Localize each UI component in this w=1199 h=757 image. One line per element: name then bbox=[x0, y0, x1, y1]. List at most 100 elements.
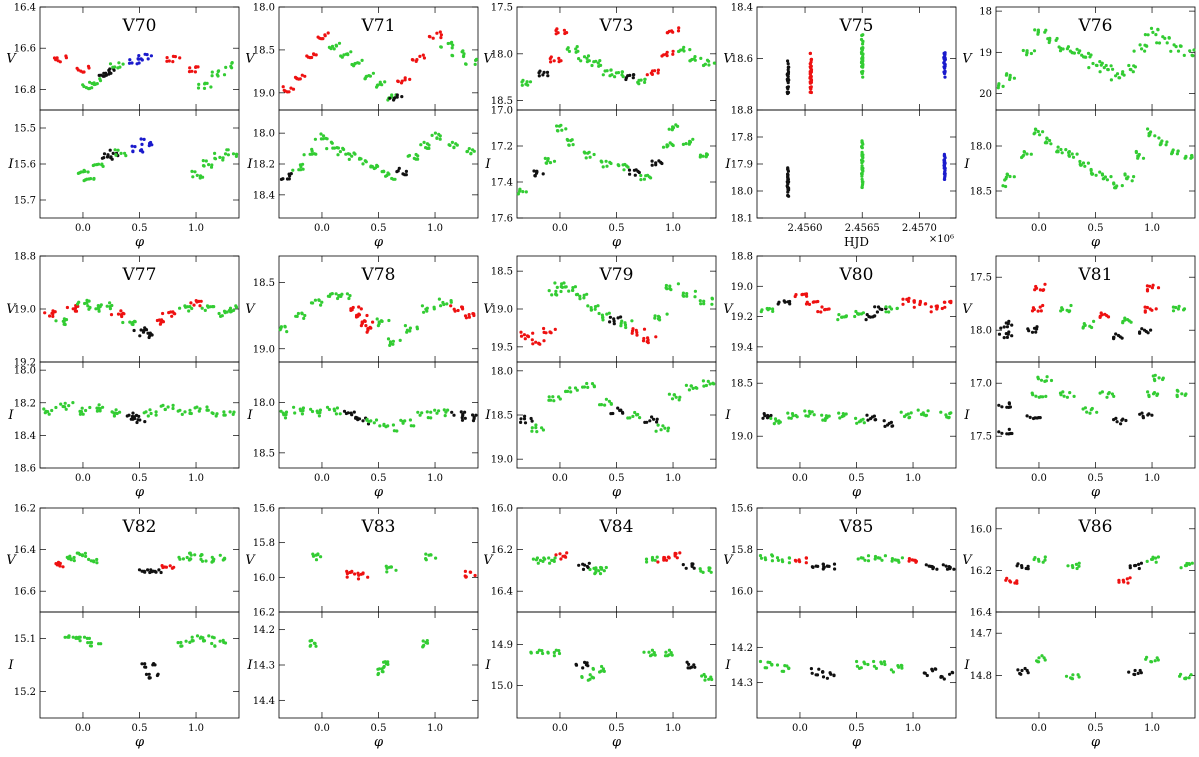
data-point-green bbox=[234, 154, 238, 158]
data-point-red bbox=[794, 559, 798, 563]
data-point-green bbox=[862, 421, 866, 425]
data-point-red bbox=[549, 60, 553, 64]
data-point-green bbox=[98, 409, 102, 413]
data-point-green bbox=[698, 299, 702, 303]
data-point-green bbox=[1154, 560, 1158, 564]
data-point-green bbox=[212, 305, 216, 309]
data-point-green bbox=[113, 148, 117, 152]
data-point-green bbox=[578, 297, 582, 301]
data-point-green bbox=[582, 55, 587, 59]
data-point-green bbox=[376, 324, 380, 328]
data-point-green bbox=[1089, 167, 1093, 172]
data-point-green bbox=[670, 397, 675, 401]
data-point-green bbox=[442, 408, 446, 412]
data-point-green bbox=[121, 320, 125, 325]
data-point-green bbox=[219, 314, 223, 318]
data-point-red bbox=[449, 304, 453, 308]
data-points bbox=[279, 131, 476, 181]
data-point-black bbox=[1023, 666, 1027, 671]
data-point-green bbox=[66, 635, 70, 639]
data-point-black bbox=[109, 71, 113, 75]
y-axis-label: I bbox=[724, 408, 731, 423]
y-tick-label: 19.0 bbox=[731, 432, 753, 443]
data-point-red bbox=[1121, 578, 1125, 582]
data-point-green bbox=[552, 654, 557, 658]
x-tick-label: 1.0 bbox=[665, 223, 681, 234]
data-point-green bbox=[543, 156, 547, 160]
data-point-green bbox=[600, 566, 604, 570]
plot-frame bbox=[278, 109, 479, 219]
data-point-green bbox=[188, 551, 192, 555]
data-point-green bbox=[552, 159, 557, 163]
data-point-green bbox=[1183, 393, 1187, 397]
data-point-green bbox=[768, 660, 772, 665]
data-point-red bbox=[522, 333, 527, 337]
data-point-red bbox=[357, 305, 361, 309]
data-point-green bbox=[1064, 148, 1068, 152]
data-point-red bbox=[678, 551, 682, 555]
data-point-green bbox=[860, 183, 865, 187]
data-point-green bbox=[430, 133, 434, 137]
data-point-black bbox=[786, 185, 790, 189]
data-point-green bbox=[201, 636, 205, 640]
data-point-green bbox=[1146, 33, 1150, 37]
data-point-green bbox=[209, 165, 214, 169]
data-point-black bbox=[1000, 405, 1004, 409]
y-tick-label: 19.2 bbox=[731, 312, 753, 323]
data-point-black bbox=[401, 172, 405, 176]
data-point-green bbox=[685, 294, 689, 298]
y-tick-label: 16.0 bbox=[731, 587, 753, 598]
y-tick-label: 18.5 bbox=[253, 278, 275, 289]
y-axis-label: I bbox=[484, 157, 491, 172]
data-point-green bbox=[403, 324, 407, 328]
data-point-green bbox=[582, 150, 586, 154]
data-point-green bbox=[1156, 27, 1160, 31]
data-point-red bbox=[469, 570, 473, 574]
data-point-green bbox=[861, 33, 865, 37]
data-point-green bbox=[1153, 379, 1157, 383]
x-tick-label: 0.5 bbox=[609, 473, 625, 484]
data-point-green bbox=[1075, 47, 1079, 51]
x-axis-label: φ bbox=[135, 485, 145, 500]
data-point-green bbox=[787, 556, 791, 560]
data-point-green bbox=[469, 151, 473, 155]
data-point-red bbox=[676, 29, 681, 33]
data-point-red bbox=[1145, 288, 1150, 292]
data-point-green bbox=[644, 557, 649, 561]
data-point-red bbox=[809, 81, 813, 85]
data-point-green bbox=[668, 284, 672, 288]
data-point-green bbox=[299, 165, 303, 169]
data-point-black bbox=[535, 169, 539, 173]
data-point-black bbox=[1025, 668, 1029, 673]
data-point-green bbox=[71, 401, 75, 405]
data-point-green bbox=[863, 558, 867, 562]
data-point-green bbox=[1054, 38, 1058, 43]
data-point-green bbox=[212, 636, 216, 640]
data-point-green bbox=[1184, 676, 1188, 680]
data-point-green bbox=[50, 408, 54, 413]
data-point-red bbox=[819, 310, 823, 314]
data-point-green bbox=[643, 77, 647, 81]
data-point-black bbox=[397, 166, 401, 170]
data-point-black bbox=[650, 415, 654, 419]
data-point-red bbox=[665, 31, 669, 35]
data-point-black bbox=[873, 305, 877, 309]
star-label: V84 bbox=[599, 517, 634, 537]
data-point-green bbox=[1092, 319, 1096, 323]
data-point-green bbox=[211, 411, 215, 416]
data-point-green bbox=[293, 411, 297, 415]
data-point-green bbox=[883, 662, 887, 667]
data-point-green bbox=[1072, 394, 1076, 398]
data-point-green bbox=[87, 557, 91, 562]
data-point-green bbox=[1070, 564, 1074, 568]
data-point-black bbox=[102, 152, 107, 156]
y-tick-label: 19.0 bbox=[253, 344, 275, 355]
data-point-green bbox=[860, 145, 864, 149]
data-point-black bbox=[1136, 671, 1140, 676]
data-point-green bbox=[300, 312, 304, 316]
data-point-green bbox=[210, 74, 214, 78]
data-point-black bbox=[872, 314, 877, 318]
